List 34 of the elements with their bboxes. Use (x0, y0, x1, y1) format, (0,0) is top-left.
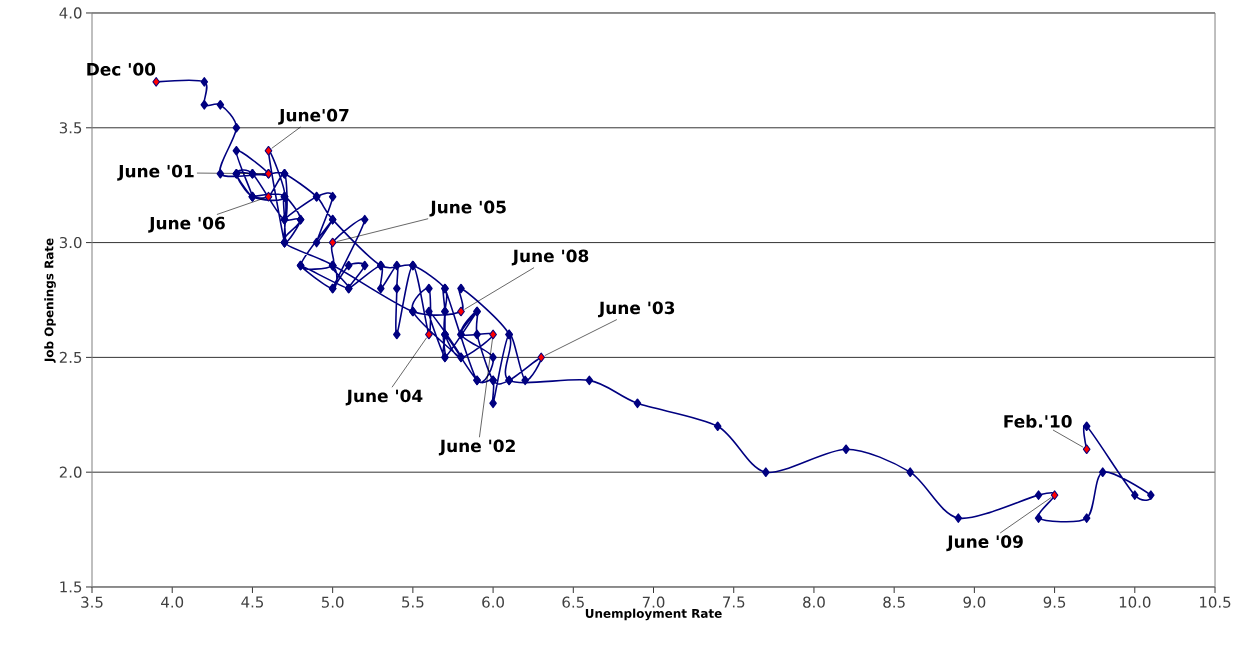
x-tick-label: 4.5 (241, 596, 264, 608)
annotation: June '08 (511, 249, 589, 266)
x-tick-label: 3.5 (81, 596, 103, 608)
y-tick-label: 2.5 (59, 351, 82, 364)
x-tick-label: 9.0 (963, 596, 986, 608)
annotation: June '01 (117, 164, 194, 181)
annotation: June '06 (148, 216, 225, 233)
annotation: June'07 (278, 108, 349, 125)
x-tick-label: 6.5 (562, 596, 584, 608)
y-tick-label: 4.0 (59, 7, 82, 19)
annotation: Dec '00 (87, 62, 156, 76)
annotation: June '02 (438, 439, 515, 456)
x-tick-label: 6.0 (482, 596, 504, 608)
x-tick-label: 4.0 (161, 596, 184, 608)
x-tick-label: 10.5 (1200, 596, 1231, 608)
x-tick-label: 8.0 (803, 596, 825, 608)
x-tick-label: 5.5 (402, 596, 424, 608)
annotation: June '03 (597, 301, 675, 318)
annotation: June '04 (345, 389, 423, 406)
x-tick-label: 7.5 (723, 596, 745, 608)
x-tick-label: 8.5 (883, 596, 905, 608)
x-tick-label: 7.0 (642, 596, 665, 608)
annotation: June '05 (429, 200, 506, 217)
y-tick-label: 3.0 (59, 236, 82, 249)
y-axis-title: Job Openings Rate (44, 238, 56, 363)
y-tick-label: 3.5 (59, 122, 82, 134)
annotation: June '09 (946, 535, 1023, 552)
x-axis-title: Unemployment Rate (585, 608, 722, 621)
x-tick-label: 10.0 (1119, 596, 1151, 608)
y-tick-label: 2.0 (59, 466, 82, 478)
y-tick-label: 1.5 (60, 581, 82, 593)
x-tick-label: 5.0 (321, 596, 344, 608)
x-tick-label: 9.5 (1043, 596, 1066, 608)
annotation: Feb.'10 (1004, 414, 1072, 428)
